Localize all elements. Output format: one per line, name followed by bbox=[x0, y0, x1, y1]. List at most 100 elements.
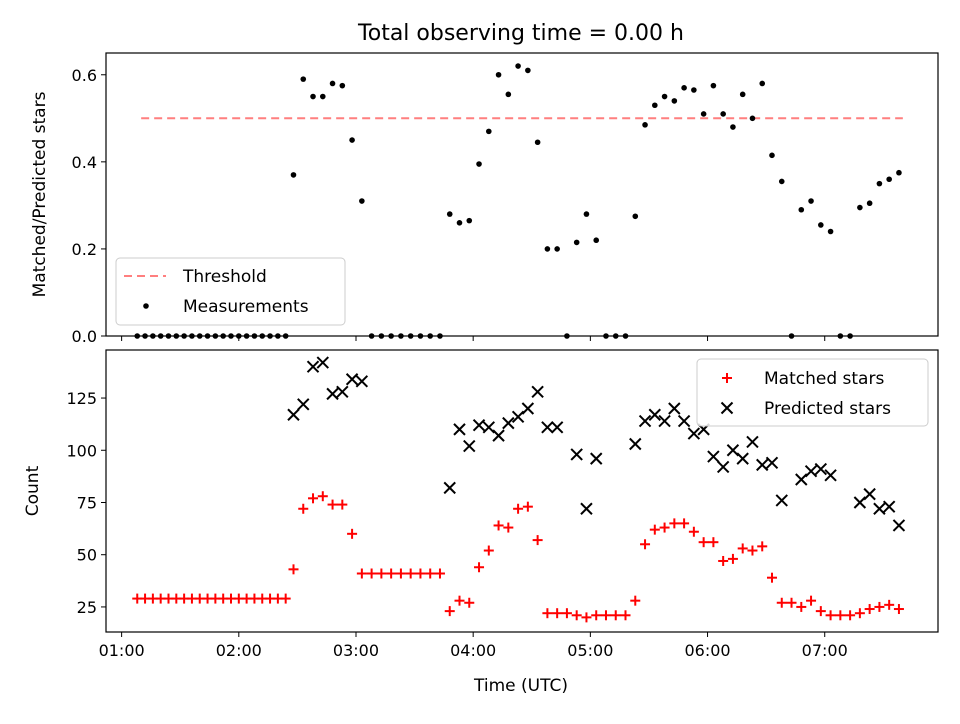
predicted-star-point bbox=[336, 385, 349, 398]
measurement-point bbox=[476, 161, 482, 167]
matched-star-point bbox=[884, 599, 895, 610]
x-axis-label: Time (UTC) bbox=[473, 676, 568, 696]
matched-star-point bbox=[308, 493, 319, 504]
predicted-star-point bbox=[316, 356, 329, 369]
measurement-point bbox=[652, 102, 658, 109]
x-tick-label: 07:00 bbox=[802, 641, 848, 660]
y-tick-label: 0.2 bbox=[72, 240, 97, 259]
predicted-star-point bbox=[863, 487, 876, 501]
x-tick-label: 02:00 bbox=[216, 641, 262, 660]
matched-star-point bbox=[845, 610, 856, 621]
measurement-point bbox=[525, 67, 531, 74]
matched-star-point bbox=[571, 610, 582, 621]
legend-box bbox=[696, 358, 929, 427]
measurement-point bbox=[886, 176, 892, 183]
matched-star-point bbox=[766, 572, 777, 583]
measurement-point bbox=[778, 178, 785, 185]
predicted-star-point bbox=[629, 437, 642, 451]
y-tick-label: 0.6 bbox=[72, 66, 97, 85]
measurement-point bbox=[593, 237, 600, 244]
predicted-star-point bbox=[775, 494, 788, 507]
predicted-star-point bbox=[638, 414, 652, 428]
predicted-star-point bbox=[287, 408, 300, 421]
matched-star-point bbox=[757, 541, 768, 552]
matched-star-point bbox=[483, 545, 494, 556]
matched-star-point bbox=[366, 568, 377, 579]
matched-star-point bbox=[434, 568, 445, 579]
chart-title: Total observing time = 0.00 h bbox=[357, 21, 684, 46]
legend-predicted-swatch bbox=[720, 401, 734, 415]
predicted-star-point bbox=[804, 464, 818, 478]
matched-star-point bbox=[356, 568, 367, 579]
measurement-point bbox=[857, 204, 863, 211]
bottom-panel: 01:00 02:00 03:00 04:00 05:00 06:00 07:00 25 50 7… bbox=[23, 349, 939, 660]
measurement-point bbox=[671, 98, 678, 104]
matched-star-point bbox=[493, 520, 504, 531]
y-tick-label: 50 bbox=[77, 546, 97, 565]
measurement-point bbox=[485, 128, 492, 135]
matched-star-point bbox=[708, 537, 719, 548]
matched-star-point bbox=[280, 593, 291, 604]
matched-star-point bbox=[552, 608, 563, 619]
top-axes-frame bbox=[105, 52, 939, 337]
measurement-point bbox=[681, 85, 687, 91]
matched-star-point bbox=[591, 610, 602, 621]
predicted-star-point bbox=[765, 456, 779, 470]
matched-star-point bbox=[503, 522, 514, 533]
predicted-star-point bbox=[531, 385, 544, 398]
measurement-point bbox=[573, 239, 580, 246]
predicted-star-point bbox=[648, 408, 662, 421]
y-tick-label: 125 bbox=[66, 389, 97, 408]
measurement-point bbox=[505, 91, 512, 98]
measurement-point bbox=[866, 200, 873, 207]
matched-star-point bbox=[474, 562, 485, 573]
bottom-legend: Matched stars Predicted stars bbox=[696, 358, 929, 427]
measurement-point bbox=[798, 206, 805, 213]
measurement-point bbox=[495, 71, 502, 78]
matched-star-point bbox=[522, 501, 533, 512]
measurement-point bbox=[632, 213, 639, 220]
matched-star-point bbox=[600, 610, 611, 621]
matched-star-point bbox=[688, 526, 699, 537]
top-plot-area bbox=[134, 63, 903, 339]
matched-star-point bbox=[669, 518, 680, 529]
matched-star-point bbox=[347, 528, 358, 539]
matched-star-point bbox=[415, 568, 426, 579]
measurement-point bbox=[300, 76, 307, 82]
matched-star-point bbox=[864, 604, 875, 615]
predicted-star-point bbox=[570, 448, 583, 461]
predicted-star-point bbox=[590, 452, 603, 465]
measurement-point bbox=[466, 217, 473, 224]
predicted-star-point bbox=[345, 373, 359, 386]
matched-star-point bbox=[679, 518, 690, 529]
predicted-star-point bbox=[453, 423, 466, 436]
y-tick-label: 0.0 bbox=[72, 327, 97, 346]
matched-star-point bbox=[786, 597, 797, 608]
matched-star-point bbox=[698, 537, 709, 548]
predicted-star-point bbox=[882, 500, 896, 513]
measurement-point bbox=[554, 246, 560, 252]
x-tick-label: 01:00 bbox=[99, 641, 145, 660]
legend-matched-label: Matched stars bbox=[764, 369, 884, 389]
predicted-star-point bbox=[443, 481, 456, 495]
bottom-plot-area bbox=[132, 356, 906, 623]
bottom-axis: 01:00 02:00 03:00 04:00 05:00 06:00 07:00 25 50 7… bbox=[66, 389, 847, 660]
predicted-star-point bbox=[355, 375, 369, 388]
matched-star-point bbox=[718, 555, 729, 566]
measurement-point bbox=[759, 80, 766, 87]
measurement-point bbox=[691, 87, 697, 93]
measurement-point bbox=[534, 139, 541, 146]
matched-star-point bbox=[425, 568, 436, 579]
measurement-point bbox=[359, 198, 365, 204]
measurement-point bbox=[515, 63, 521, 69]
predicted-star-point bbox=[472, 418, 486, 432]
predicted-star-point bbox=[463, 439, 476, 453]
measurement-point bbox=[290, 172, 297, 178]
matched-star-point bbox=[610, 610, 621, 621]
matched-star-point bbox=[727, 553, 738, 564]
x-tick-label: 04:00 bbox=[450, 641, 496, 660]
predicted-star-point bbox=[824, 469, 837, 482]
measurement-point bbox=[730, 124, 736, 130]
matched-star-point bbox=[298, 503, 309, 514]
